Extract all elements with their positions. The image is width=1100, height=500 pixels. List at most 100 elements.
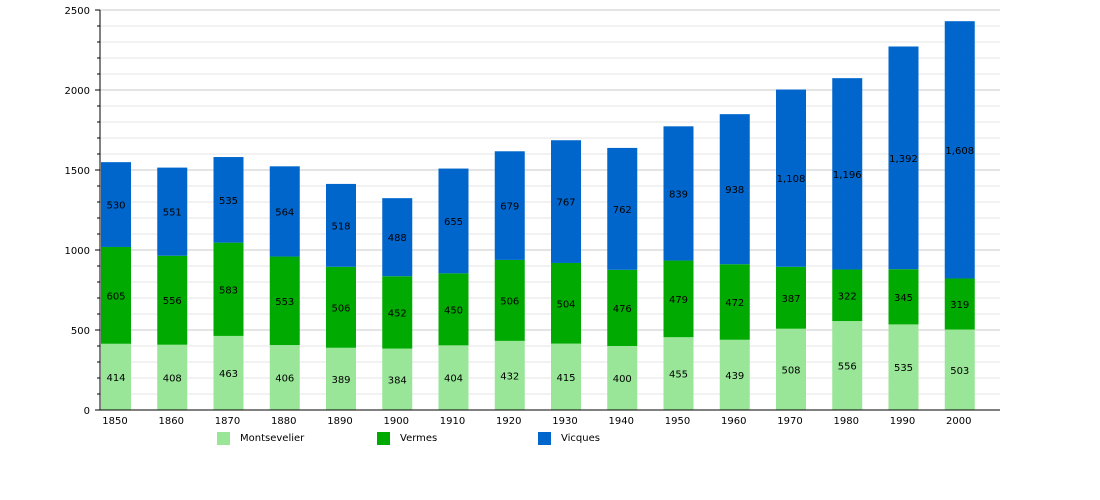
- bar-montsevelier: [607, 346, 638, 410]
- bar-montsevelier: [719, 339, 750, 410]
- y-tick-label: 1000: [65, 246, 90, 257]
- bar-vermes: [101, 246, 131, 344]
- x-tick-label: 2000: [946, 416, 971, 427]
- bar-vicques: [494, 151, 525, 260]
- data-label: 319: [950, 300, 969, 311]
- bar-montsevelier: [776, 328, 806, 410]
- data-label: 1,608: [945, 146, 974, 157]
- data-label: 476: [613, 304, 632, 315]
- data-label: 556: [163, 296, 182, 307]
- x-tick-label: 1900: [384, 416, 409, 427]
- x-tick-label: 1950: [665, 416, 690, 427]
- chart-canvas: 0 500 1000 1500 2000 2500 414 605 530 1850 408 556 5…: [65, 6, 1000, 427]
- data-label: 439: [725, 371, 744, 382]
- bar-vicques: [719, 114, 750, 265]
- data-label: 839: [669, 189, 688, 200]
- data-label: 415: [556, 373, 575, 384]
- data-label: 506: [500, 296, 519, 307]
- legend-item-vicques: Vicques: [538, 432, 600, 445]
- y-tick-label: 2000: [65, 86, 90, 97]
- data-label: 1,108: [777, 174, 806, 185]
- bar-montsevelier: [326, 347, 356, 410]
- legend-item-vermes: Vermes: [377, 432, 437, 445]
- legend-label-vermes: Vermes: [400, 433, 438, 444]
- data-label: 455: [669, 370, 688, 381]
- x-tick-label: 1860: [159, 416, 184, 427]
- bar-vermes: [326, 266, 356, 348]
- data-label: 535: [894, 363, 913, 374]
- bar-vermes: [719, 264, 750, 340]
- bar-vicques: [269, 166, 300, 257]
- data-label: 518: [331, 221, 350, 232]
- bar-vicques: [776, 89, 806, 267]
- bar-vicques: [326, 183, 356, 267]
- bar-vicques: [832, 78, 863, 270]
- x-tick-label: 1970: [777, 416, 802, 427]
- data-label: 1,196: [833, 170, 862, 181]
- x-tick-label: 1980: [834, 416, 859, 427]
- data-label: 400: [613, 374, 632, 385]
- data-label: 553: [275, 297, 294, 308]
- legend-item-montsevelier: Montsevelier: [217, 432, 304, 445]
- x-tick-label: 1940: [609, 416, 634, 427]
- data-label: 583: [219, 285, 238, 296]
- data-label: 322: [838, 291, 857, 302]
- data-label: 463: [219, 369, 238, 380]
- x-tick-label: 1960: [721, 416, 746, 427]
- data-label: 503: [950, 366, 969, 377]
- data-label: 762: [613, 205, 632, 216]
- bar-vicques: [888, 46, 919, 270]
- data-label: 432: [500, 371, 519, 382]
- legend-label-vicques: Vicques: [561, 433, 600, 444]
- bar-montsevelier: [101, 343, 131, 410]
- bar-montsevelier: [494, 340, 525, 410]
- bar-vermes: [607, 269, 638, 346]
- data-label: 535: [219, 196, 238, 207]
- bar-vermes: [213, 242, 244, 336]
- bar-montsevelier: [269, 345, 300, 410]
- bar-vicques: [157, 167, 188, 256]
- y-tick-label: 500: [71, 326, 90, 337]
- bar-vermes: [494, 259, 525, 341]
- y-tick-label: 1500: [65, 166, 90, 177]
- data-label: 406: [275, 374, 294, 385]
- x-tick-label: 1990: [890, 416, 915, 427]
- x-tick-label: 1870: [215, 416, 240, 427]
- bar-montsevelier: [551, 343, 581, 410]
- x-tick-label: 1930: [552, 416, 577, 427]
- data-label: 472: [725, 298, 744, 309]
- y-tick-label: 2500: [65, 6, 90, 17]
- x-tick-label: 1890: [327, 416, 352, 427]
- data-label: 564: [275, 207, 294, 218]
- bar-vermes: [551, 262, 581, 344]
- data-label: 556: [838, 362, 857, 373]
- bar-vicques: [663, 126, 694, 261]
- bar-montsevelier: [157, 344, 188, 410]
- x-tick-label: 1850: [102, 416, 127, 427]
- data-label: 679: [500, 202, 519, 213]
- data-label: 387: [781, 294, 800, 305]
- x-tick-label: 1880: [271, 416, 296, 427]
- legend-swatch-vicques: [538, 432, 551, 445]
- data-label: 1,392: [889, 154, 918, 165]
- bar-vicques: [944, 21, 975, 279]
- data-label: 508: [781, 365, 800, 376]
- data-label: 450: [444, 305, 463, 316]
- data-label: 506: [331, 303, 350, 314]
- x-tick-label: 1910: [440, 416, 465, 427]
- data-label: 530: [106, 201, 125, 212]
- legend: Montsevelier Vermes Vicques: [0, 432, 1100, 452]
- data-label: 479: [669, 295, 688, 306]
- bar-vermes: [382, 276, 413, 349]
- data-label: 404: [444, 374, 463, 385]
- data-label: 504: [556, 299, 575, 310]
- bar-vermes: [944, 278, 975, 330]
- legend-swatch-montsevelier: [217, 432, 230, 445]
- bar-vermes: [269, 256, 300, 346]
- data-label: 655: [444, 217, 463, 228]
- bar-vicques: [551, 140, 581, 263]
- bar-montsevelier: [944, 329, 975, 410]
- bar-vermes: [438, 273, 469, 346]
- bar-vicques: [101, 162, 131, 247]
- bar-montsevelier: [213, 335, 244, 410]
